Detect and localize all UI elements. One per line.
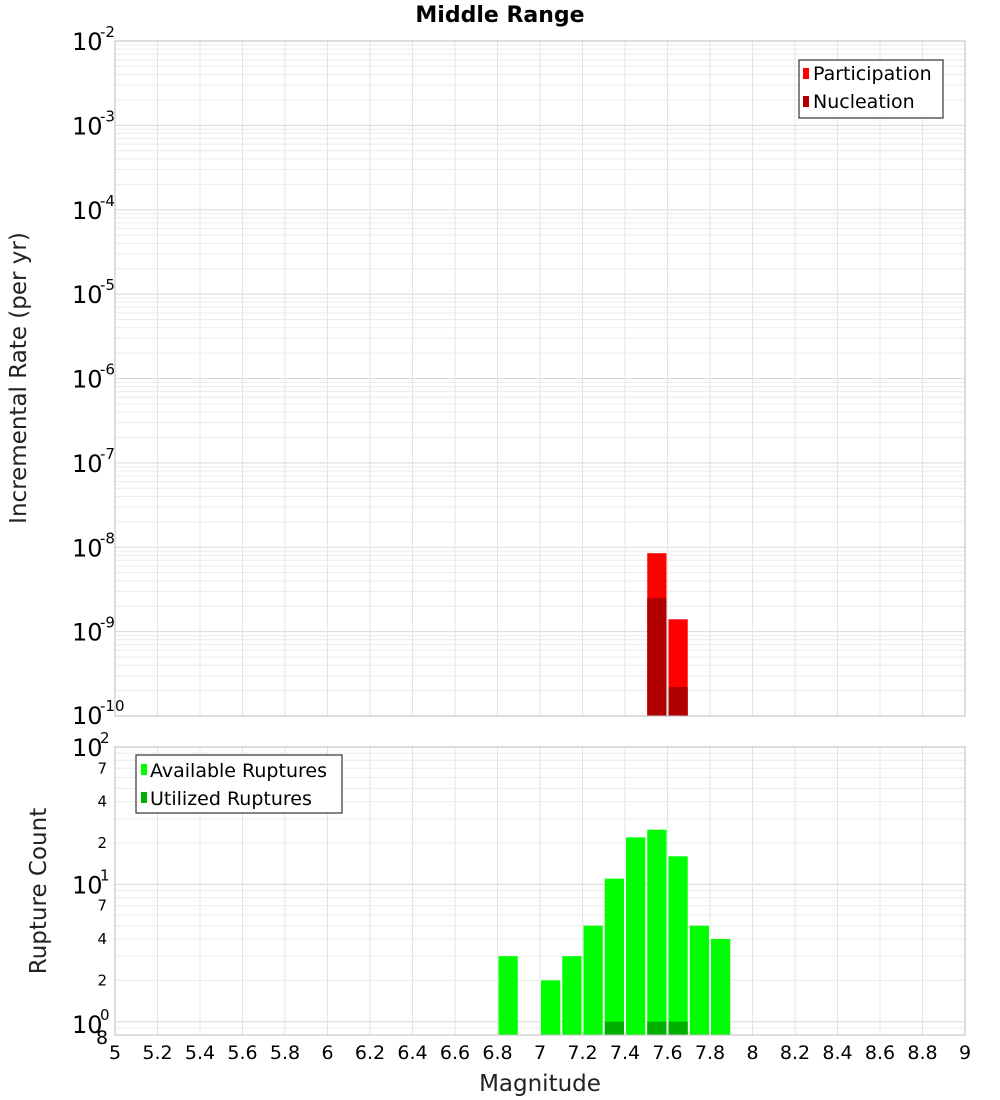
top-y-tick-exponent: -2 — [100, 23, 115, 41]
x-tick-label: 6 — [321, 1042, 333, 1064]
x-tick-label: 6.4 — [397, 1042, 427, 1064]
bottom-y-minor-tick: 4 — [97, 793, 107, 811]
available-ruptures-bar — [604, 878, 624, 1035]
x-tick-label: 7.6 — [652, 1042, 682, 1064]
x-tick-label: 5 — [109, 1042, 121, 1064]
top-y-axis-label: Incremental Rate (per yr) — [6, 232, 32, 524]
x-tick-label: 6.8 — [482, 1042, 512, 1064]
top-y-tick-base: 10 — [72, 619, 103, 647]
bottom-y-axis-label: Rupture Count — [26, 808, 52, 974]
x-tick-label: 5.8 — [270, 1042, 300, 1064]
available-ruptures-bar — [562, 956, 582, 1035]
bottom-y-minor-tick: 7 — [97, 897, 107, 915]
top-y-tick-exponent: -9 — [100, 614, 115, 632]
legend-swatch-nucleation — [803, 96, 809, 107]
legend-label-available-ruptures: Available Ruptures — [150, 760, 327, 782]
legend-label-participation: Participation — [813, 63, 932, 85]
utilized-ruptures-bar — [668, 1021, 688, 1035]
top-y-tick-exponent: -6 — [100, 361, 115, 379]
top-y-tick-exponent: -4 — [100, 192, 115, 210]
nucleation-bar — [647, 598, 667, 716]
top-y-tick-base: 10 — [72, 112, 103, 140]
x-axis-label: Magnitude — [479, 1071, 601, 1097]
bottom-y-tick-exponent: 1 — [100, 866, 110, 884]
x-tick-label: 8 — [746, 1042, 758, 1064]
x-tick-label: 7.4 — [610, 1042, 640, 1064]
bottom-y-tick-base: 10 — [72, 734, 103, 762]
bottom-legend-box — [135, 754, 343, 814]
bottom-y-minor-tick: 2 — [97, 971, 107, 989]
top-y-tick-exponent: -8 — [100, 529, 115, 547]
legend-swatch-available-ruptures — [141, 764, 147, 775]
available-ruptures-bar — [626, 837, 646, 1035]
top-y-tick-exponent: -10 — [100, 697, 125, 715]
bottom-y-minor-tick: 4 — [97, 930, 107, 948]
bottom-y-tick-exponent: 2 — [100, 729, 110, 747]
legend-label-nucleation: Nucleation — [813, 91, 915, 113]
top-y-tick-base: 10 — [72, 28, 103, 56]
x-tick-label: 9 — [959, 1042, 971, 1064]
available-ruptures-bar — [711, 939, 731, 1035]
available-ruptures-bar — [647, 829, 667, 1035]
chart-title: Middle Range — [415, 3, 584, 28]
utilized-ruptures-bar — [604, 1021, 624, 1035]
legend-swatch-participation — [803, 68, 809, 79]
x-tick-label: 8.2 — [780, 1042, 810, 1064]
x-tick-label: 7 — [534, 1042, 546, 1064]
bottom-y-minor-tick: 2 — [97, 834, 107, 852]
nucleation-bar — [668, 687, 688, 716]
top-y-tick-exponent: -3 — [100, 107, 115, 125]
available-ruptures-bar — [541, 980, 561, 1035]
bottom-y-edge-tick: 8 — [96, 1027, 108, 1049]
legend-label-utilized-ruptures: Utilized Ruptures — [150, 788, 312, 810]
top-legend-box — [798, 59, 944, 119]
top-legend: Participation Nucleation — [798, 59, 944, 119]
available-ruptures-bar — [668, 856, 688, 1035]
available-ruptures-bar — [583, 925, 603, 1035]
x-tick-label: 5.4 — [185, 1042, 215, 1064]
legend-swatch-utilized-ruptures — [141, 792, 147, 803]
bottom-y-tick-base: 10 — [72, 871, 103, 899]
bottom-plot-frame — [114, 746, 966, 1036]
top-y-tick-exponent: -5 — [100, 276, 115, 294]
available-ruptures-bar — [689, 925, 709, 1035]
x-tick-label: 5.2 — [142, 1042, 172, 1064]
x-tick-label: 8.4 — [822, 1042, 852, 1064]
top-y-tick-base: 10 — [72, 534, 103, 562]
x-tick-label: 8.8 — [907, 1042, 937, 1064]
x-tick-label: 6.6 — [440, 1042, 470, 1064]
top-y-tick-base: 10 — [72, 450, 103, 478]
top-y-tick-exponent: -7 — [100, 445, 115, 463]
top-y-tick-base: 10 — [72, 702, 103, 730]
top-plot-frame — [114, 40, 966, 717]
x-tick-label: 5.6 — [227, 1042, 257, 1064]
top-y-tick-base: 10 — [72, 366, 103, 394]
x-tick-label: 6.2 — [355, 1042, 385, 1064]
x-tick-label: 7.8 — [695, 1042, 725, 1064]
bottom-legend: Available Ruptures Utilized Ruptures — [135, 754, 343, 814]
available-ruptures-bar — [498, 956, 518, 1035]
top-y-tick-base: 10 — [72, 281, 103, 309]
bottom-y-minor-tick: 7 — [97, 759, 107, 777]
bottom-y-tick-exponent: 0 — [100, 1006, 110, 1024]
bottom-y-tick-base: 10 — [72, 1011, 103, 1039]
top-y-tick-base: 10 — [72, 197, 103, 225]
x-tick-label: 8.6 — [865, 1042, 895, 1064]
x-tick-label: 7.2 — [567, 1042, 597, 1064]
utilized-ruptures-bar — [647, 1021, 667, 1035]
